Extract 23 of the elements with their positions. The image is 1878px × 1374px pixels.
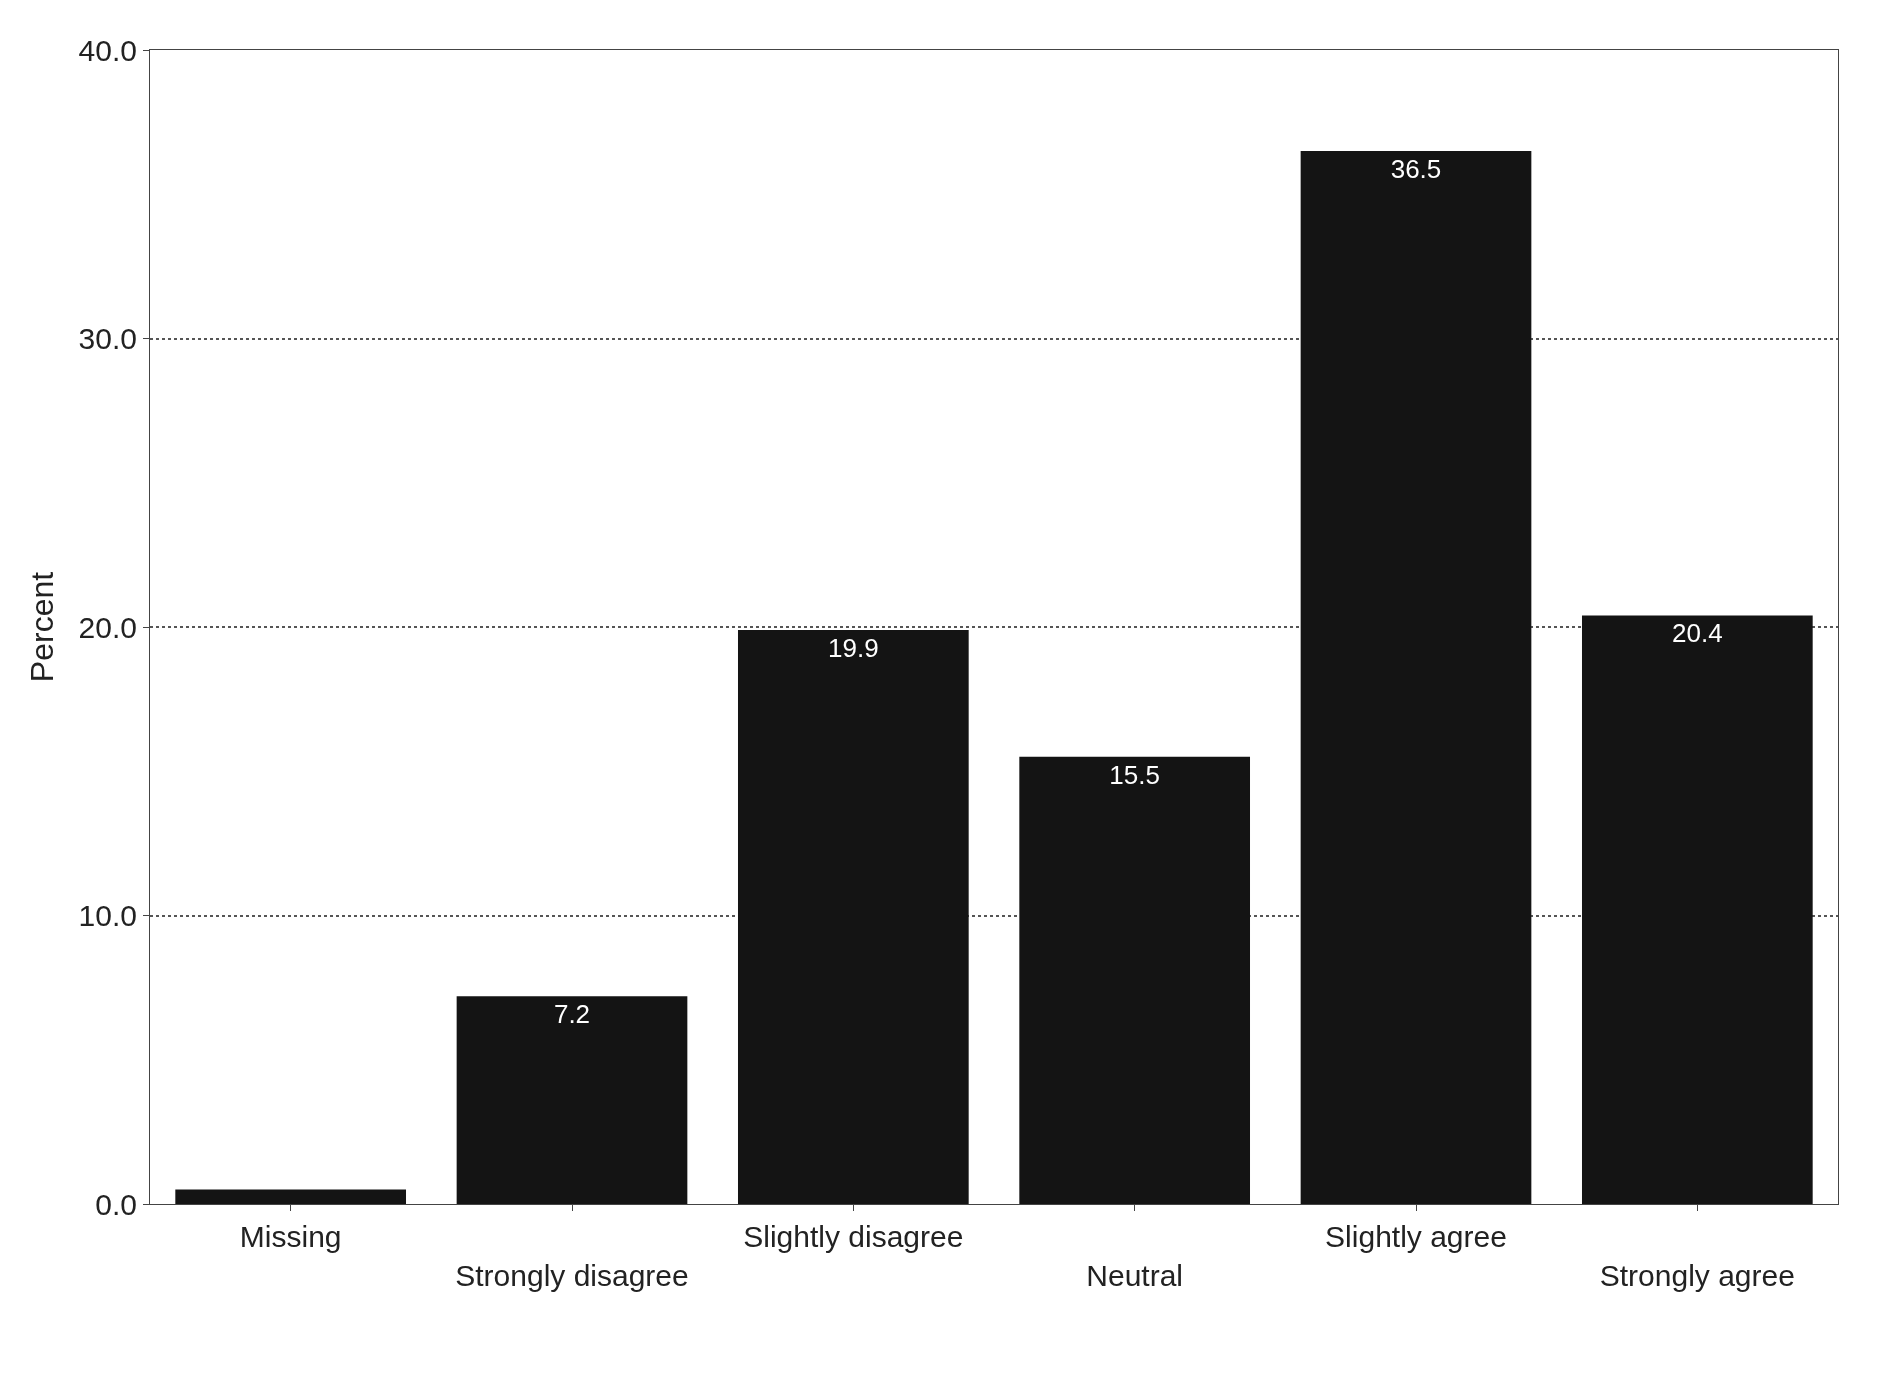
- x-tick-label: Strongly agree: [1599, 1259, 1795, 1292]
- bar: [737, 629, 969, 1204]
- x-tick-label: Neutral: [1086, 1259, 1184, 1292]
- y-axis-title: Percent: [23, 571, 60, 683]
- x-tick-label: Slightly disagree: [743, 1220, 964, 1253]
- x-tick-label: Missing: [239, 1220, 342, 1253]
- data-label: 20.4: [1672, 618, 1723, 649]
- y-tick-label: 30.0: [78, 322, 137, 355]
- y-tick-label: 10.0: [78, 899, 137, 932]
- y-tick-label: 0.0: [95, 1187, 137, 1221]
- y-tick-label: 40.0: [78, 33, 137, 67]
- bar: [1581, 615, 1813, 1204]
- data-label: 15.5: [1109, 759, 1160, 790]
- data-label: 7.2: [553, 999, 591, 1030]
- data-label: 19.9: [828, 632, 879, 663]
- bar: [1300, 150, 1532, 1204]
- x-tick-label: Strongly disagree: [455, 1259, 689, 1292]
- bar: [175, 1189, 407, 1204]
- y-tick-label: 20.0: [78, 610, 137, 644]
- bar: [1019, 756, 1251, 1204]
- data-label: 36.5: [1390, 153, 1442, 184]
- bar: [456, 996, 688, 1204]
- x-tick-label: Slightly agree: [1325, 1220, 1507, 1253]
